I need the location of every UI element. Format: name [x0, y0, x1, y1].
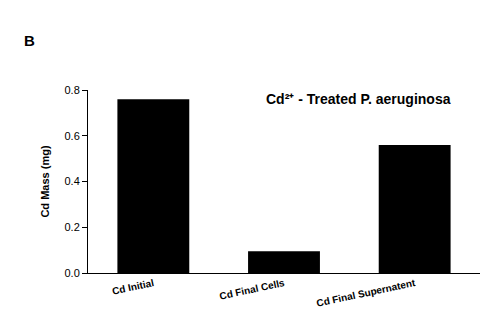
svg-text:0.0: 0.0 — [65, 267, 80, 279]
svg-text:Cd Mass (mg): Cd Mass (mg) — [39, 145, 51, 217]
svg-text:B: B — [24, 32, 35, 49]
svg-text:Cd Final Cells: Cd Final Cells — [218, 277, 285, 302]
svg-text:0.8: 0.8 — [65, 84, 80, 96]
svg-text:Cd²⁺ - Treated P. aeruginosa: Cd²⁺ - Treated P. aeruginosa — [266, 91, 451, 107]
svg-text:Cd Initial: Cd Initial — [111, 277, 155, 297]
svg-text:0.4: 0.4 — [65, 175, 80, 187]
svg-text:0.6: 0.6 — [65, 130, 80, 142]
svg-text:Cd Final Supernatent: Cd Final Supernatent — [315, 277, 416, 309]
svg-text:0.2: 0.2 — [65, 221, 80, 233]
